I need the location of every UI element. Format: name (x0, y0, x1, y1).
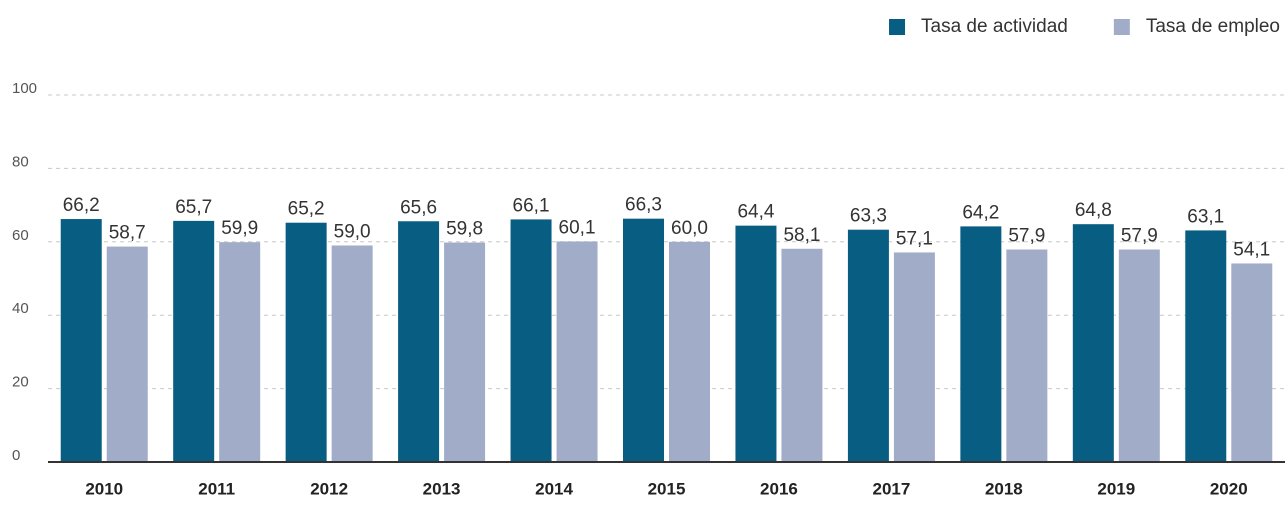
bar (331, 245, 373, 462)
x-tick-label: 2017 (872, 479, 910, 498)
y-tick-label: 100 (12, 80, 37, 97)
data-label: 65,7 (175, 197, 212, 218)
data-label: 60,1 (559, 217, 596, 238)
data-label: 57,9 (1008, 226, 1045, 247)
y-tick-label: 20 (12, 374, 29, 391)
y-tick-label: 60 (12, 227, 29, 244)
bar (893, 252, 935, 462)
bar (960, 226, 1002, 462)
bar (285, 222, 327, 462)
data-label: 58,7 (109, 223, 146, 244)
x-tick-label: 2013 (423, 479, 461, 498)
x-tick-label: 2010 (85, 479, 123, 498)
data-label: 66,3 (625, 195, 662, 216)
data-label: 60,0 (671, 218, 708, 239)
data-label: 64,2 (962, 202, 999, 223)
legend-label: Tasa de empleo (1146, 16, 1280, 37)
data-label: 65,2 (288, 199, 325, 220)
data-label: 64,8 (1075, 200, 1112, 221)
legend-swatch (889, 19, 906, 35)
data-label: 66,2 (63, 195, 100, 216)
data-label: 59,8 (446, 219, 483, 240)
bar (1118, 249, 1160, 462)
bar (1006, 249, 1048, 462)
bar (1072, 224, 1114, 462)
bar (1185, 230, 1227, 462)
data-label: 57,1 (896, 228, 933, 249)
data-label: 66,1 (513, 195, 550, 216)
bar (847, 229, 889, 462)
bar (735, 225, 777, 462)
legend-label: Tasa de actividad (921, 16, 1068, 37)
bar (106, 246, 148, 462)
x-tick-label: 2014 (535, 479, 573, 498)
x-tick-label: 2015 (648, 479, 686, 498)
data-label: 58,1 (783, 225, 820, 246)
data-label: 63,1 (1187, 206, 1224, 227)
data-label: 59,9 (221, 218, 258, 239)
bar (781, 248, 823, 462)
bar (623, 218, 664, 462)
bar (173, 220, 215, 462)
bar (556, 241, 598, 462)
bar (444, 242, 486, 462)
data-label: 59,0 (334, 221, 371, 242)
x-tick-label: 2019 (1097, 479, 1135, 498)
bar (510, 219, 552, 462)
x-tick-label: 2016 (760, 479, 798, 498)
data-label: 63,3 (850, 206, 887, 227)
x-tick-label: 2018 (985, 479, 1023, 498)
bar (398, 221, 440, 462)
data-label: 57,9 (1121, 226, 1158, 247)
x-tick-label: 2020 (1210, 479, 1248, 498)
bar (669, 241, 710, 462)
x-tick-label: 2012 (310, 479, 348, 498)
data-label: 54,1 (1233, 239, 1270, 260)
bar (60, 219, 102, 462)
y-tick-label: 0 (12, 447, 20, 464)
bar (1231, 263, 1273, 462)
y-tick-label: 40 (12, 300, 29, 317)
data-label: 65,6 (400, 197, 437, 218)
x-tick-label: 2011 (198, 479, 235, 498)
y-tick-label: 80 (12, 153, 29, 170)
bar (219, 242, 261, 462)
legend-swatch (1113, 19, 1130, 35)
data-label: 64,4 (737, 202, 774, 223)
